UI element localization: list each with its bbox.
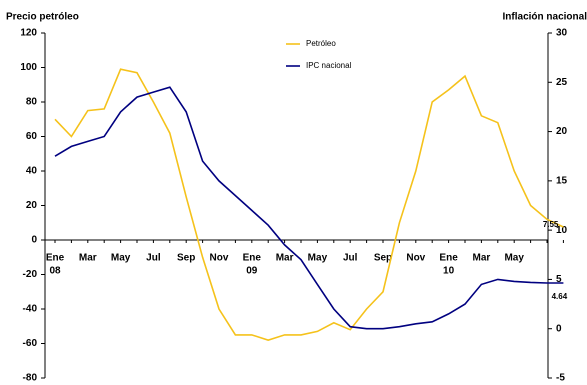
x-tick-label: Jul (146, 253, 161, 264)
y2-tick-label: 5 (556, 274, 562, 285)
y-axis-label: Precio petróleo (6, 12, 79, 23)
y2-tick-label: 25 (556, 77, 568, 88)
x-year-label: 10 (443, 266, 455, 277)
series-line (54, 86, 564, 330)
x-tick-label: Mar (473, 253, 491, 264)
y2-tick-label: 30 (556, 28, 568, 39)
y-tick-label: 40 (26, 166, 38, 177)
value-label: 7.55 (543, 220, 559, 229)
x-tick-label: Ene (243, 253, 262, 264)
x-tick-label: May (308, 253, 328, 264)
y2-tick-label: 10 (556, 225, 568, 236)
x-tick-label: May (504, 253, 524, 264)
x-tick-label: Jul (343, 253, 358, 264)
y2-tick-label: 15 (556, 175, 568, 186)
x-tick-label: Nov (406, 253, 425, 264)
y2-tick-label: 0 (556, 323, 562, 334)
x-tick-label: Sep (374, 253, 392, 264)
x-year-label: 09 (246, 266, 258, 277)
y-tick-label: -80 (23, 373, 38, 384)
x-tick-label: Sep (177, 253, 195, 264)
series-line (54, 68, 564, 341)
y-tick-label: 20 (26, 200, 38, 211)
y-tick-label: 80 (26, 97, 38, 108)
x-tick-label: May (111, 253, 131, 264)
x-tick-label: Mar (276, 253, 294, 264)
legend-label: Petróleo (306, 39, 336, 48)
x-tick-label: Mar (79, 253, 97, 264)
y-tick-label: 60 (26, 131, 38, 142)
y2-tick-label: 20 (556, 126, 568, 137)
y-tick-label: -40 (23, 304, 38, 315)
y-tick-label: -20 (23, 269, 38, 280)
y2-tick-label: -5 (556, 373, 565, 384)
y-tick-label: 100 (20, 62, 37, 73)
value-label: 4.64 (552, 292, 568, 301)
y-tick-label: 120 (20, 28, 37, 39)
x-tick-label: Nov (210, 253, 229, 264)
y-tick-label: 0 (31, 235, 37, 246)
y2-axis-label: Inflación nacional (503, 12, 587, 23)
y-tick-label: -60 (23, 338, 38, 349)
x-tick-label: Ene (439, 253, 458, 264)
x-year-label: 08 (49, 266, 61, 277)
legend-label: IPC nacional (306, 61, 352, 70)
x-tick-label: Ene (46, 253, 65, 264)
